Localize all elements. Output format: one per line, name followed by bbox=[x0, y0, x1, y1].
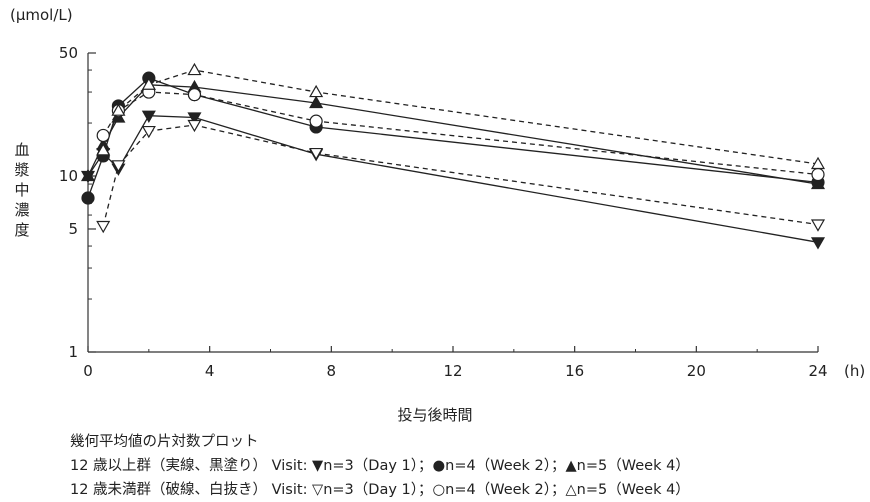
data-point bbox=[309, 114, 323, 128]
note-group-under-12: 12 歳未満群（破線、白抜き） Visit: ▽n=3（Day 1）；○n=4（… bbox=[70, 482, 690, 498]
x-tick-label: 8 bbox=[327, 362, 337, 380]
x-unit-label: (h) bbox=[844, 362, 865, 380]
note-group-12-and-over: 12 歳以上群（実線、黒塗り） Visit: ▼n=3（Day 1）；●n=4（… bbox=[70, 458, 690, 474]
data-point bbox=[80, 168, 96, 182]
data-point bbox=[96, 128, 110, 143]
y-tick-label: 1 bbox=[68, 343, 78, 361]
chart-notes: 幾何平均値の片対数プロット 12 歳以上群（実線、黒塗り） Visit: ▼n=… bbox=[70, 430, 690, 502]
x-tick-label: 4 bbox=[205, 362, 215, 380]
data-point bbox=[111, 160, 126, 173]
y-tick-label: 50 bbox=[59, 44, 78, 62]
data-point bbox=[810, 237, 826, 250]
data-point bbox=[187, 88, 202, 102]
data-point bbox=[810, 176, 826, 190]
y-tick-label: 5 bbox=[68, 220, 78, 238]
data-point bbox=[811, 167, 825, 182]
x-tick-label: 20 bbox=[687, 362, 706, 380]
data-point bbox=[96, 143, 111, 156]
axes: 1 5 10 50 0 4 8 12 16 20 24 (h) bbox=[59, 44, 865, 380]
y-axis-label: 血漿中濃度 bbox=[14, 141, 30, 239]
data-point bbox=[309, 95, 324, 109]
data-point bbox=[309, 147, 324, 161]
series-line-4 bbox=[102, 124, 819, 227]
x-axis-label: 投与後時間 bbox=[397, 406, 473, 424]
x-tick-label: 0 bbox=[83, 362, 93, 380]
y-tick-label: 10 bbox=[59, 167, 78, 185]
data-point bbox=[141, 125, 156, 139]
data-point bbox=[187, 112, 202, 125]
note-title: 幾何平均値の片対数プロット bbox=[70, 434, 259, 450]
x-tick-label: 24 bbox=[808, 362, 827, 380]
series-line-6 bbox=[102, 69, 819, 165]
series-line-5 bbox=[102, 91, 819, 176]
data-point bbox=[187, 62, 202, 76]
data-point bbox=[810, 219, 826, 232]
series-line-1 bbox=[87, 115, 819, 243]
data-point bbox=[309, 84, 324, 98]
data-point bbox=[81, 191, 95, 205]
data-point bbox=[96, 220, 111, 234]
series-markers bbox=[80, 62, 826, 250]
y-unit-label: (μmol/L) bbox=[10, 6, 73, 24]
x-tick-label: 16 bbox=[565, 362, 584, 380]
data-point bbox=[111, 103, 126, 116]
data-point bbox=[141, 110, 156, 123]
data-point bbox=[141, 77, 156, 90]
x-tick-label: 12 bbox=[443, 362, 462, 380]
data-point bbox=[810, 156, 826, 170]
data-point bbox=[187, 119, 202, 133]
semi-log-line-chart: 1 5 10 50 0 4 8 12 16 20 24 (h) bbox=[59, 44, 865, 380]
